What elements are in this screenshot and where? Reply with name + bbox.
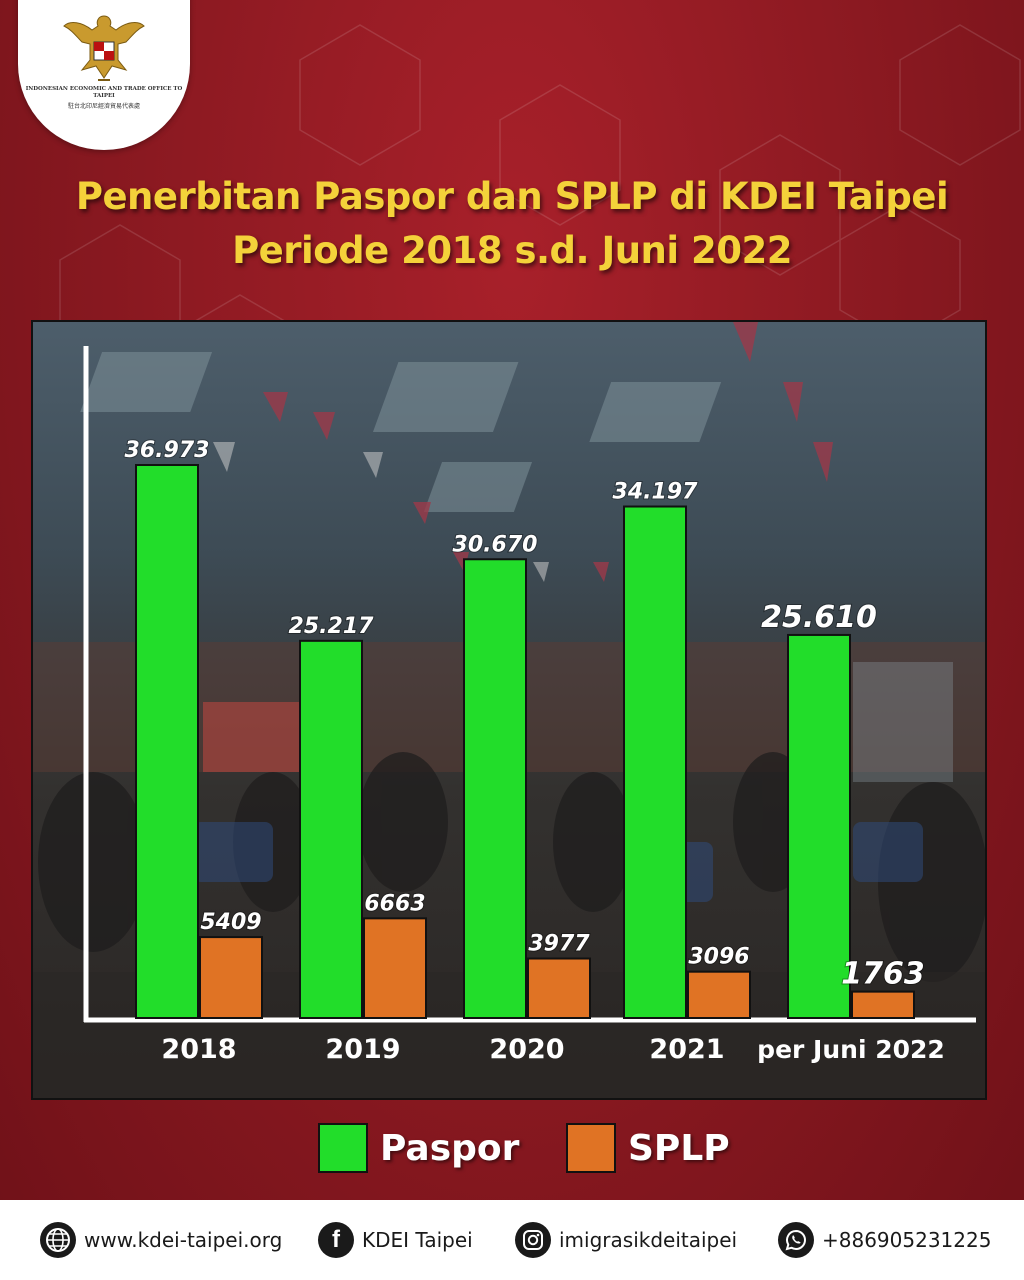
title-line-2: Periode 2018 s.d. Juni 2022 (232, 229, 792, 272)
data-label-paspor-2018: 36.973 (125, 438, 210, 463)
legend: Paspor SPLP (0, 1118, 1024, 1182)
data-label-splp-2018: 5409 (200, 910, 261, 935)
data-label-splp-2020: 3977 (528, 932, 590, 957)
legend-label-splp: SPLP (628, 1127, 730, 1169)
contact-whatsapp[interactable]: +886905231225 (778, 1200, 991, 1280)
legend-item-splp: SPLP (566, 1118, 730, 1178)
contact-footer: www.kdei-taipei.org f KDEI Taipei imigra… (0, 1200, 1024, 1280)
logo-chinese-text: 駐台北印尼經濟貿易代表處 (67, 103, 140, 110)
bars-layer (135, 464, 915, 1020)
legend-swatch-paspor (318, 1123, 368, 1173)
logo-english-text: INDONESIAN ECONOMIC AND TRADE OFFICE TO … (25, 86, 183, 99)
globe-icon (40, 1222, 76, 1258)
x-tick-2021: 2021 (649, 1034, 724, 1065)
x-tick-2018: 2018 (161, 1034, 236, 1065)
data-label-paspor-2021: 34.197 (613, 480, 699, 505)
data-label-paspor-2019: 25.217 (289, 614, 375, 639)
data-label-paspor-per-juni-2022: 25.610 (761, 600, 877, 635)
data-label-splp-per-juni-2022: 1763 (841, 957, 925, 992)
bar-paspor-2019 (299, 639, 363, 1019)
x-tick-2020: 2020 (489, 1034, 564, 1065)
bar-splp-2019 (363, 917, 427, 1020)
bar-paspor-2021 (623, 505, 687, 1019)
x-tick-labels: 2018 2019 2020 2021 per Juni 2022 (161, 1034, 944, 1065)
legend-item-paspor: Paspor (318, 1118, 519, 1178)
bar-paspor-per-juni-2022 (787, 633, 851, 1020)
labels-layer: 36.973 5409 25.217 6663 30.670 3977 34.197 3096… (124, 437, 926, 993)
contact-website[interactable]: www.kdei-taipei.org (40, 1200, 282, 1280)
bar-splp-2020 (527, 957, 591, 1019)
data-label-paspor-2020: 30.670 (453, 532, 538, 557)
bar-paspor-2018 (135, 464, 199, 1019)
hexagon-pattern (0, 0, 1024, 1200)
chart-axes (83, 346, 976, 1023)
bar-splp-per-juni-2022 (851, 990, 915, 1019)
kdei-logo: INDONESIAN ECONOMIC AND TRADE OFFICE TO … (18, 0, 190, 150)
contact-facebook[interactable]: f KDEI Taipei (318, 1200, 473, 1280)
legend-label-paspor: Paspor (380, 1127, 520, 1169)
x-tick-2019: 2019 (325, 1034, 400, 1065)
legend-swatch-splp (566, 1123, 616, 1173)
whatsapp-text: +886905231225 (822, 1228, 992, 1252)
bar-splp-2018 (199, 936, 263, 1019)
bar-splp-2021 (687, 970, 751, 1019)
whatsapp-icon (778, 1222, 814, 1258)
data-label-splp-2021: 3096 (688, 945, 749, 970)
data-label-splp-2019: 6663 (364, 891, 425, 916)
facebook-icon: f (318, 1222, 354, 1258)
bar-paspor-2020 (463, 558, 527, 1019)
garuda-emblem-icon (63, 15, 145, 81)
bar-chart: 36.973 5409 25.217 6663 30.670 3977 34.197 3096… (83, 346, 976, 1065)
contact-instagram[interactable]: imigrasikdeitaipei (515, 1200, 737, 1280)
chart-title: Penerbitan Paspor dan SPLP di KDEI Taipe… (0, 170, 1024, 278)
instagram-text: imigrasikdeitaipei (559, 1228, 738, 1252)
x-tick-per-juni-2022: per Juni 2022 (757, 1035, 945, 1064)
facebook-text: KDEI Taipei (362, 1228, 473, 1252)
website-text: www.kdei-taipei.org (84, 1228, 283, 1252)
instagram-icon (515, 1222, 551, 1258)
title-line-1: Penerbitan Paspor dan SPLP di KDEI Taipe… (75, 175, 949, 218)
